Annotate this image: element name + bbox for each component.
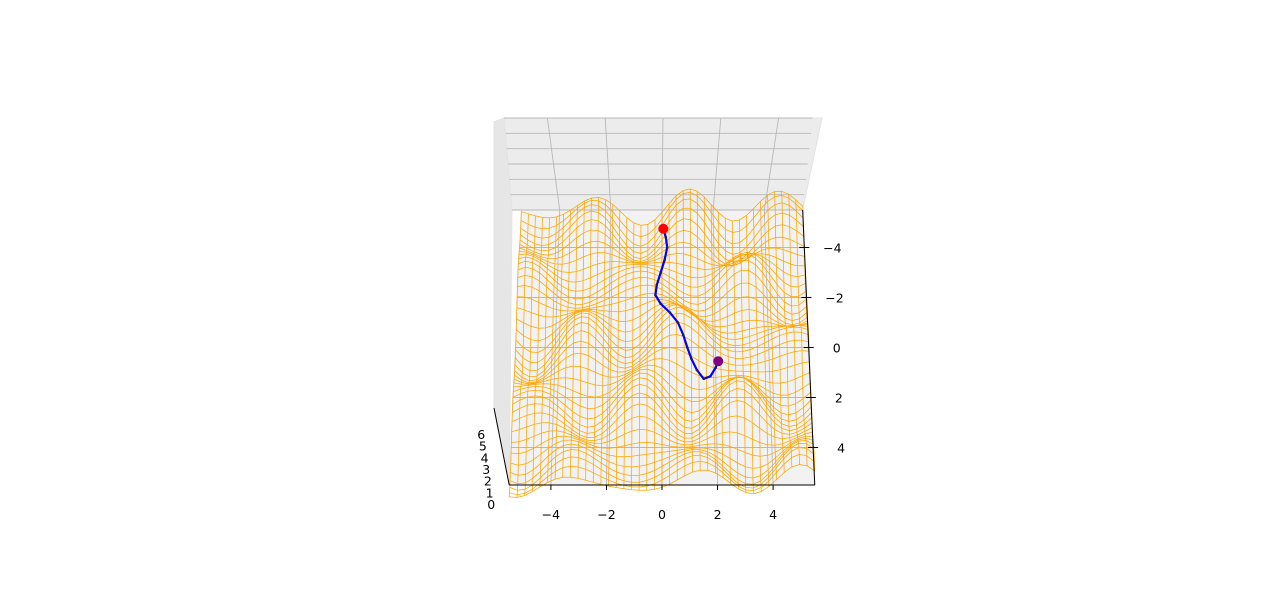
path-point: [676, 321, 680, 324]
z-tick-label: 6: [477, 427, 485, 442]
surface-col-line: [689, 188, 693, 473]
path-point: [695, 368, 699, 372]
path-point: [654, 293, 657, 297]
path-point: [668, 311, 672, 314]
path-point: [686, 346, 689, 349]
surface-col-line: [585, 197, 593, 481]
axes-panes: [493, 117, 823, 486]
surface-col-line: [668, 203, 670, 485]
marker-start: [658, 223, 669, 234]
surface-col-line: [682, 190, 686, 476]
z-tick-label: 3: [482, 462, 490, 477]
surface-col-line: [760, 201, 770, 487]
z-tick-label: 1: [486, 485, 494, 500]
path-point: [714, 366, 717, 369]
surface-col-line: [654, 219, 656, 490]
surface-col-line: [531, 217, 543, 492]
surface-col-line: [724, 218, 732, 484]
surface-col-line: [739, 219, 747, 493]
marker-end: [713, 356, 724, 367]
surface-col-line: [562, 210, 571, 478]
x-tick-label: −2: [597, 507, 615, 522]
x-tick-label: 4: [769, 507, 777, 522]
surface-col-line: [623, 217, 628, 489]
surface-col-line: [696, 191, 701, 471]
surface-col-line: [524, 215, 536, 496]
surface-col-line: [717, 212, 724, 478]
surface-col-line: [547, 216, 557, 483]
surface-col-line: [539, 217, 550, 487]
surface-col-line: [554, 214, 564, 480]
surface-col-line: [577, 200, 585, 479]
y-tick-label: 4: [837, 441, 845, 456]
surface-col-line: [795, 199, 808, 466]
descent-path: [654, 223, 724, 381]
z-tick-label: 0: [487, 497, 495, 512]
surface-col-line: [592, 197, 600, 483]
surface-col-line: [781, 191, 793, 468]
path-point: [702, 377, 706, 381]
surface-col-line: [753, 208, 762, 492]
path-point: [664, 236, 668, 239]
surface-col-line: [710, 204, 716, 474]
surface-col-line: [646, 224, 649, 491]
surface-col-line: [516, 213, 529, 498]
wireframe-surface: [508, 188, 816, 498]
y-tick-label: 0: [833, 341, 841, 356]
path-point: [681, 333, 685, 337]
x-tick-label: 2: [714, 507, 722, 522]
path-point: [709, 374, 712, 378]
y-tick-label: −2: [825, 291, 843, 306]
surface-col-line: [788, 194, 800, 465]
x-tick-label: 0: [658, 507, 666, 522]
surface-col-line: [508, 211, 522, 497]
path-point: [659, 302, 662, 306]
surface-col-line: [569, 205, 578, 478]
path-point: [690, 357, 693, 361]
surface-col-line: [608, 204, 614, 487]
z-tick-label: 4: [481, 450, 489, 465]
surface-col-line: [638, 225, 642, 491]
surface-col-line: [703, 196, 709, 471]
surface-col-line: [675, 195, 678, 481]
x-tick-label: −4: [542, 507, 560, 522]
surface-col-line: [746, 215, 755, 494]
z-axis-line: [493, 407, 510, 486]
z-tick-label: 5: [479, 439, 487, 454]
surface-col-line: [774, 191, 785, 473]
surface-col-line: [731, 220, 739, 489]
side-pane: [493, 117, 513, 486]
path-point: [655, 283, 659, 287]
path-point: [665, 246, 669, 249]
path-point: [663, 258, 666, 262]
y-tick-label: 2: [835, 391, 843, 406]
surface-col-line: [631, 222, 635, 490]
z-tick-label: 2: [484, 474, 492, 489]
surface-col-line: [767, 195, 777, 480]
surface-col-line: [615, 210, 621, 488]
path-point: [659, 271, 662, 274]
surface-col-line: [600, 199, 607, 485]
y-tick-label: −4: [823, 241, 841, 256]
